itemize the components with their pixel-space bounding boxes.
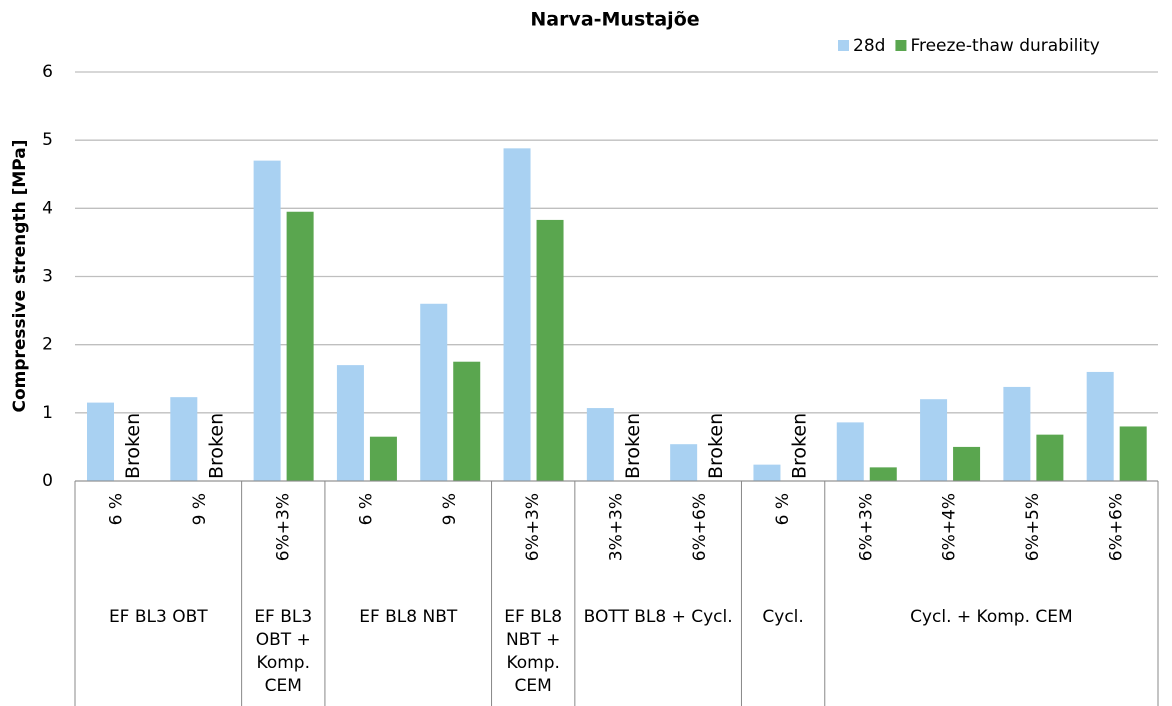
bar — [836, 422, 864, 481]
bar — [953, 446, 981, 481]
bar — [670, 444, 698, 481]
bar — [286, 211, 314, 481]
legend-swatch — [895, 40, 907, 51]
x-tick-label: 9 % — [190, 493, 210, 525]
bar — [170, 397, 198, 481]
bar — [420, 303, 448, 481]
value-label: Broken — [122, 413, 144, 479]
x-tick-label: 6%+3% — [856, 493, 876, 561]
bar — [920, 399, 948, 481]
bar — [586, 408, 614, 481]
group-label: BOTT BL8 + Cycl. — [583, 607, 733, 627]
value-label: Broken — [705, 413, 727, 479]
x-tick-label: 6%+6% — [1106, 493, 1126, 561]
x-tick-label: 3%+3% — [607, 493, 627, 561]
x-tick-label: 6 % — [357, 493, 377, 525]
group-label: Cycl. — [762, 607, 804, 627]
x-tick-label: 6%+6% — [690, 493, 710, 561]
value-label: Broken — [205, 413, 227, 479]
x-tick-label: 6%+5% — [1023, 493, 1043, 561]
x-tick-label: 6%+3% — [273, 493, 293, 561]
legend-swatch — [838, 40, 849, 51]
bar — [1036, 434, 1064, 481]
value-label: Broken — [622, 413, 644, 479]
y-tick-label: 3 — [42, 267, 53, 287]
group-label: EF BL8 NBT + Komp. CEM — [504, 607, 563, 696]
group-label: EF BL3 OBT + Komp. CEM — [254, 607, 313, 696]
y-tick-label: 2 — [42, 335, 53, 355]
chart-title: Narva-Mustajõe — [530, 9, 699, 31]
y-tick-label: 1 — [42, 403, 53, 423]
x-tick-label: 6 % — [773, 493, 793, 525]
group-label: EF BL8 NBT — [359, 607, 458, 627]
bar — [87, 402, 114, 481]
bar — [1119, 426, 1147, 481]
bar — [253, 160, 281, 481]
x-tick-label: 6%+4% — [940, 493, 960, 561]
y-tick-label: 4 — [42, 198, 53, 218]
bar — [1003, 386, 1031, 481]
y-tick-label: 5 — [42, 130, 53, 150]
bar — [503, 148, 531, 481]
x-tick-label: 6%+3% — [523, 493, 543, 561]
group-label: Cycl. + Komp. CEM — [910, 607, 1073, 627]
bar — [1086, 371, 1114, 481]
bar — [536, 219, 564, 481]
bar — [453, 361, 481, 481]
bar — [369, 436, 397, 481]
group-label: EF BL3 OBT — [108, 607, 208, 627]
legend-label: Freeze-thaw durability — [910, 36, 1099, 56]
x-tick-label: 6 % — [107, 493, 127, 525]
y-axis-label: Compressive strength [MPa] — [10, 139, 30, 412]
bar — [869, 467, 897, 481]
bar — [753, 464, 781, 481]
x-tick-label: 9 % — [440, 493, 460, 525]
y-tick-label: 6 — [42, 62, 53, 82]
legend-label: 28d — [853, 36, 885, 56]
bar — [336, 365, 364, 481]
y-tick-label: 0 — [42, 471, 53, 491]
value-label: Broken — [788, 413, 810, 479]
